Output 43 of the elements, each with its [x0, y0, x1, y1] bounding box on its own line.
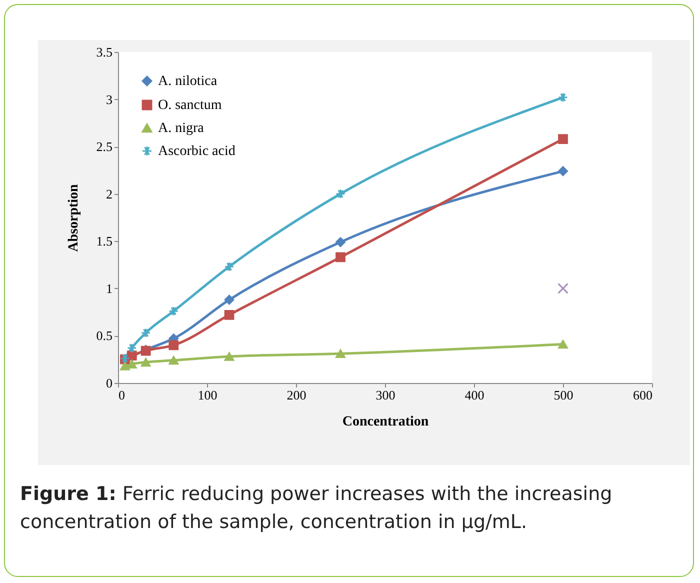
- y-axis-title: Absorption: [66, 184, 82, 252]
- y-tick-label: 2.5: [96, 139, 112, 154]
- y-tick-label: 1.5: [96, 234, 112, 249]
- legend-label: A. nigra: [158, 121, 205, 136]
- x-tick-label: 200: [286, 388, 306, 402]
- x-tick-label: 0: [118, 388, 125, 402]
- point: [558, 166, 568, 176]
- point: [140, 358, 151, 367]
- point: [336, 252, 346, 262]
- y-tick-label: 0.5: [96, 328, 112, 344]
- x-axis-title: Concentration: [342, 414, 429, 430]
- x-tick-label: 400: [464, 388, 484, 402]
- point: [224, 294, 234, 305]
- x-tick-label: 100: [198, 388, 218, 402]
- point: [558, 340, 568, 349]
- legend-label: A. nilotica: [158, 74, 218, 89]
- legend-label: Ascorbic acid: [158, 144, 236, 159]
- y-tick-label: 1: [106, 280, 112, 296]
- y-tick-label: 3.5: [96, 44, 112, 60]
- point: [336, 188, 346, 199]
- point: [126, 343, 137, 353]
- point: [336, 349, 346, 358]
- legend-label: O. sanctum: [158, 98, 222, 113]
- point: [224, 310, 234, 320]
- point: [224, 262, 234, 272]
- point: [168, 356, 179, 365]
- x-tick-label: 500: [554, 388, 574, 402]
- point: [168, 340, 179, 350]
- point: [168, 306, 179, 316]
- point: [224, 352, 234, 361]
- point: [558, 134, 568, 144]
- point: [336, 237, 346, 248]
- caption: Figure 1: Ferric reducing power increases with the increasing concentration of the sample, concentration in µg/mL.: [20, 482, 614, 535]
- x-tick-label: 600: [633, 388, 652, 402]
- point: [126, 360, 137, 368]
- point: [120, 362, 130, 370]
- point: [558, 282, 568, 294]
- x-tick-label: 300: [376, 388, 396, 402]
- point: [558, 92, 568, 102]
- y-tick-label: 2: [106, 186, 112, 202]
- y-tick-label: 0: [106, 376, 112, 390]
- y-tick-label: 3: [106, 92, 112, 107]
- point: [140, 328, 151, 338]
